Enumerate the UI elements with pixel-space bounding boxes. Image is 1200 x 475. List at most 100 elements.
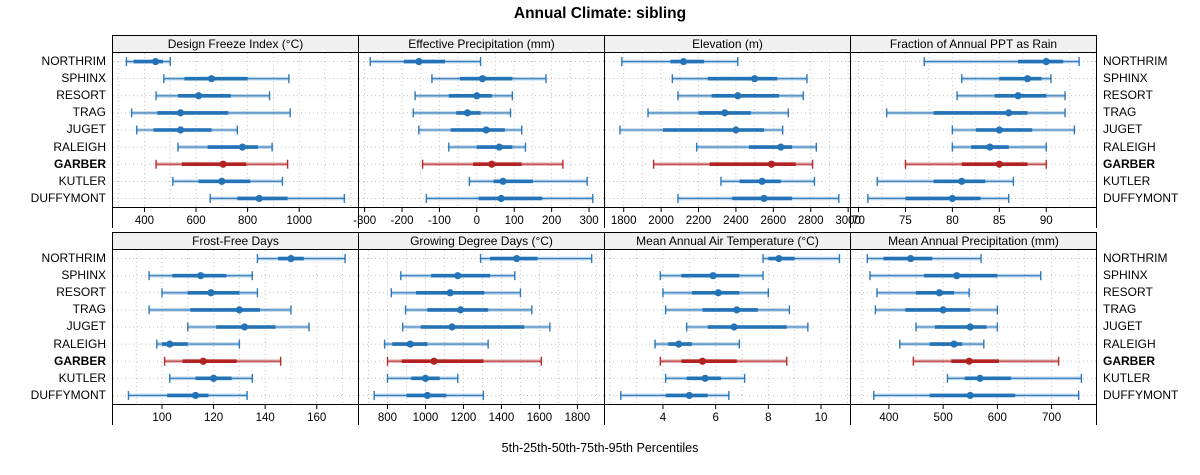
tick-label: 75 — [899, 215, 912, 227]
panel-canvas — [851, 53, 1096, 208]
site-label-raleigh: RALEIGH — [1103, 336, 1156, 351]
median-dot — [495, 143, 503, 151]
series-duffymont — [209, 193, 346, 203]
median-dot — [995, 160, 1003, 168]
median-dot — [499, 177, 507, 185]
series-trag — [130, 108, 291, 118]
series-juget — [915, 322, 999, 332]
median-dot — [958, 177, 966, 185]
series-resort — [677, 91, 804, 101]
series-resort — [390, 288, 522, 298]
tick-label: -200 — [390, 215, 413, 227]
site-label-trag: TRAG — [72, 302, 106, 317]
panel-group-row0: Design Freeze Index (°C) 400 600 800 1000 Eff… — [112, 35, 1097, 228]
tick-label: 3000 — [835, 215, 861, 227]
series-raleigh — [899, 339, 985, 349]
median-dot — [1005, 109, 1013, 117]
panel-group-row1: Frost-Free Days 100 120 140 160 Growing Degre… — [112, 232, 1097, 425]
site-labels-left-row0: NORTHRIM SPHINX RESORT TRAG JUGET RALEIGH GARB… — [0, 35, 112, 207]
tick-label: 140 — [256, 412, 275, 424]
median-dot — [457, 306, 465, 314]
site-label-duffymont: DUFFYMONT — [1103, 387, 1179, 402]
median-dot — [463, 109, 472, 117]
series-raleigh — [951, 142, 1047, 152]
series-resort — [414, 91, 514, 101]
panel-title: Growing Degree Days (°C) — [359, 232, 604, 250]
series-northrim — [479, 254, 593, 264]
median-dot — [948, 194, 956, 203]
median-dot — [195, 92, 203, 100]
x-axis-caption: 5th-25th-50th-75th-95th Percentiles — [501, 441, 699, 455]
series-garber — [912, 356, 1060, 366]
median-dot — [209, 374, 218, 382]
tick-label: 1800 — [611, 215, 637, 227]
tick-label: 160 — [307, 412, 326, 424]
chart-title: Annual Climate: sibling — [513, 5, 687, 22]
median-dot — [176, 126, 185, 134]
series-kutler — [664, 373, 746, 383]
tick-label: 1000 — [413, 412, 439, 424]
panel-x-axis: -300 -200 -100 0 100 200 300 — [353, 208, 599, 227]
series-trag — [885, 108, 1066, 118]
site-label-kutler: KUTLER — [1103, 370, 1151, 385]
median-dot — [950, 340, 958, 348]
series-trag — [148, 305, 292, 315]
median-dot — [701, 374, 709, 382]
series-garber — [652, 159, 814, 169]
series-duffymont — [677, 193, 840, 203]
site-labels-left-row1: NORTHRIM SPHINX RESORT TRAG JUGET RALEIGH GARB… — [0, 232, 112, 404]
site-label-juget: JUGET — [66, 122, 106, 137]
series-northrim — [762, 254, 841, 264]
panel-title: Elevation (m) — [605, 35, 850, 53]
median-dot — [406, 340, 414, 348]
median-dot — [219, 160, 227, 168]
tick-label: 1800 — [565, 412, 591, 424]
tick-label: 800 — [378, 412, 397, 424]
median-dot — [423, 391, 431, 400]
tick-label: 2000 — [648, 215, 674, 227]
site-label-garber: GARBER — [1103, 353, 1156, 368]
tick-label: 500 — [934, 412, 953, 424]
tick-label: -300 — [353, 215, 376, 227]
median-dot — [218, 177, 226, 185]
panel-row-bottom: NORTHRIM SPHINX RESORT TRAG JUGET RALEIGH GARB… — [0, 232, 1200, 425]
site-label-sphinx: SPHINX — [1103, 71, 1148, 86]
site-label-northrim: NORTHRIM — [41, 251, 106, 265]
median-dot — [679, 57, 688, 66]
series-kutler — [876, 176, 1015, 186]
panel-x-axis: 400 600 800 1000 — [135, 208, 312, 227]
median-dot — [478, 75, 487, 83]
median-dot — [454, 272, 462, 280]
median-dot — [255, 194, 263, 203]
median-dot — [207, 75, 216, 83]
median-dot — [976, 374, 984, 382]
series-juget — [951, 125, 1076, 135]
median-dot — [734, 92, 742, 100]
panel-title: Design Freeze Index (°C) — [113, 35, 358, 53]
site-label-northrim: NORTHRIM — [1103, 251, 1168, 265]
panel-canvas — [113, 250, 358, 405]
median-dot — [995, 126, 1003, 134]
median-dot — [907, 254, 915, 263]
panel-title: Fraction of Annual PPT as Rain — [851, 35, 1096, 53]
panel-3: Fraction of Annual PPT as Rain 70 75 80 85 90 — [851, 35, 1097, 228]
tick-label: 1400 — [489, 412, 515, 424]
site-label-duffymont: DUFFYMONT — [1103, 190, 1179, 205]
series-juget — [418, 125, 523, 135]
series-juget — [187, 322, 310, 332]
site-label-juget: JUGET — [66, 319, 106, 334]
series-juget — [401, 322, 551, 332]
site-label-trag: TRAG — [1103, 302, 1137, 317]
median-dot — [287, 254, 295, 263]
series-kutler — [386, 373, 459, 383]
site-label-resort: RESORT — [56, 88, 106, 103]
panel-x-axis: 1800 2000 2200 2400 2600 2800 3000 — [611, 208, 861, 227]
median-dot — [953, 272, 961, 280]
series-resort — [876, 288, 970, 298]
tick-label: 0 — [474, 215, 480, 227]
panel-x-axis: 100 120 140 160 — [152, 405, 326, 424]
median-dot — [166, 340, 174, 348]
panel-canvas — [605, 53, 850, 208]
median-dot — [698, 357, 707, 365]
median-dot — [238, 143, 247, 151]
